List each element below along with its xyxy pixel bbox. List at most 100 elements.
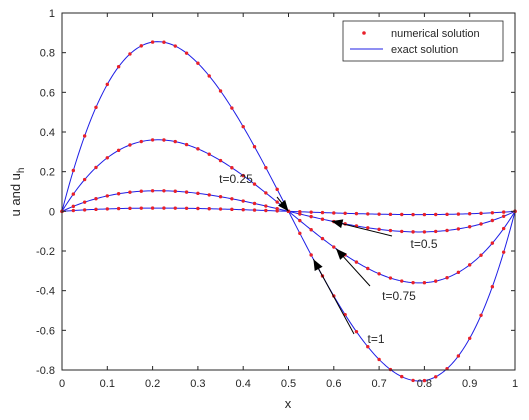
numerical-point (354, 260, 359, 264)
numerical-point (501, 226, 506, 231)
y-tick-label: 0.8 (40, 48, 55, 60)
numerical-point (434, 279, 438, 283)
x-tick-label: 0.4 (236, 378, 251, 390)
x-tick-label: 0.6 (326, 378, 341, 390)
numerical-point (434, 212, 438, 217)
numerical-point (320, 210, 325, 215)
numerical-point (479, 313, 483, 318)
annotation-arrow-head (336, 248, 347, 260)
numerical-point (196, 206, 200, 211)
numerical-point (309, 210, 313, 214)
numerical-point (241, 199, 245, 203)
numerical-point (309, 214, 313, 219)
numerical-point (207, 152, 211, 156)
numerical-point (434, 229, 438, 234)
numerical-point (377, 227, 381, 232)
numerical-point (173, 44, 177, 48)
numerical-point (218, 207, 223, 211)
numerical-point (252, 201, 257, 206)
legend-box (342, 20, 504, 62)
numerical-point (241, 125, 245, 129)
annotation-label: t=0.75 (382, 289, 416, 303)
numerical-point (411, 212, 415, 217)
numerical-point (241, 208, 245, 212)
numerical-point (252, 145, 257, 149)
numerical-point (150, 40, 155, 44)
y-tick-label: 0.6 (40, 87, 55, 99)
numerical-point (388, 228, 393, 233)
numerical-point (173, 206, 177, 210)
annotation-arrow-head (331, 219, 344, 229)
x-tick-label: 0.7 (371, 378, 386, 390)
numerical-point (173, 139, 177, 144)
numerical-point (264, 204, 268, 208)
numerical-point (116, 192, 121, 196)
numerical-point (366, 226, 370, 230)
numerical-point (150, 206, 155, 210)
numerical-point (490, 285, 495, 289)
numerical-point (128, 52, 132, 56)
numerical-point (366, 345, 370, 349)
numerical-point (184, 142, 189, 147)
numerical-point (456, 212, 461, 216)
numerical-point (400, 374, 404, 379)
numerical-point (128, 206, 132, 211)
y-tick-label: -0.2 (36, 246, 55, 258)
y-axis-label-main: u and u (8, 173, 23, 216)
series-points (60, 40, 517, 383)
numerical-point (490, 218, 495, 223)
y-tick-label: -0.6 (36, 325, 55, 337)
numerical-point (501, 250, 506, 254)
numerical-point (184, 190, 189, 194)
x-tick-label: 0.8 (417, 378, 432, 390)
numerical-point (150, 138, 155, 142)
y-tick-label: 1 (49, 8, 55, 20)
numerical-point (94, 197, 98, 201)
numerical-point (207, 193, 211, 197)
annotation-label: t=0.5 (410, 237, 437, 251)
numerical-point (105, 82, 110, 87)
numerical-point (162, 40, 166, 44)
numerical-point (479, 253, 483, 257)
numerical-point (400, 279, 404, 283)
numerical-point (468, 336, 472, 340)
x-tick-label: 0.2 (145, 378, 160, 390)
numerical-point (354, 329, 359, 334)
x-tick-label: 1 (512, 378, 518, 390)
numerical-point (105, 194, 110, 198)
numerical-point (456, 227, 461, 231)
x-tick-label: 0.3 (190, 378, 205, 390)
numerical-point (150, 189, 155, 193)
numerical-point (116, 148, 121, 153)
numerical-point (400, 229, 404, 234)
numerical-point (411, 378, 415, 383)
numerical-point (82, 177, 87, 182)
numerical-point (218, 158, 223, 163)
numerical-point (332, 211, 336, 215)
numerical-point (128, 190, 132, 194)
numerical-point (456, 270, 461, 275)
numerical-point (105, 207, 110, 211)
numerical-point (377, 212, 381, 216)
numerical-point (501, 214, 506, 218)
numerical-point (94, 165, 98, 170)
numerical-point (422, 378, 427, 383)
legend-numerical-marker (362, 31, 366, 35)
numerical-point (162, 206, 166, 210)
y-tick-label: 0.4 (40, 127, 55, 139)
numerical-point (377, 357, 381, 362)
numerical-point (230, 106, 234, 110)
numerical-point (252, 182, 257, 186)
numerical-point (139, 44, 143, 48)
numerical-point (184, 206, 189, 211)
numerical-point (252, 208, 257, 212)
x-tick-label: 0.5 (281, 378, 296, 390)
numerical-point (196, 191, 200, 196)
numerical-point (264, 191, 268, 195)
x-axis-ticks: 0 0.1 0.2 0.3 0.4 0.5 0.6 0.7 0.8 0.9 1 (59, 13, 518, 390)
numerical-point (264, 208, 268, 213)
numerical-point (241, 173, 245, 178)
